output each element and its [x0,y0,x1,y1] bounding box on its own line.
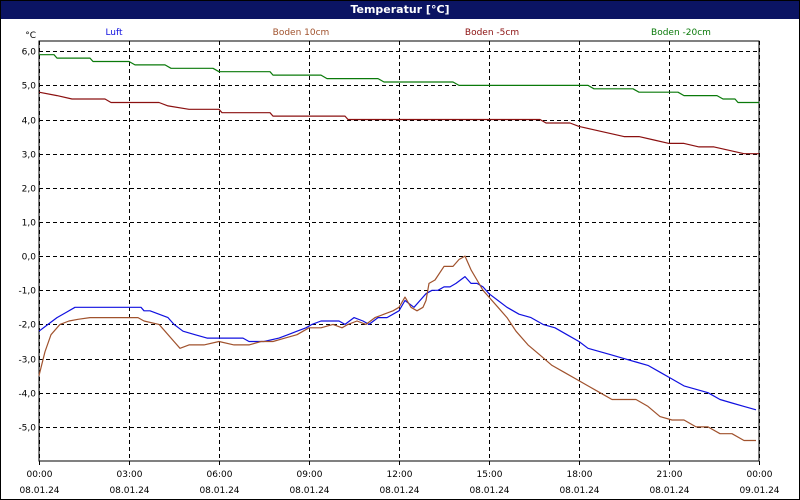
x-tick-time: 06:00 [207,470,233,480]
x-tick-time: 03:00 [117,470,143,480]
legend-entry: Boden 10cm [273,28,330,38]
y-tick-label: -4,0 [18,390,36,400]
y-tick-label: -3,0 [18,356,36,366]
series-line [38,91,759,155]
y-tick-label: 2,0 [22,185,37,195]
y-tick-label: -1,0 [18,287,36,297]
y-axis-unit: °C [25,31,36,41]
x-tick-time: 21:00 [657,470,683,480]
legend-entry: Boden -5cm [465,28,519,38]
x-tick-date: 08.01.24 [289,486,329,496]
y-tick-label: 1,0 [22,219,37,229]
x-tick-date: 08.01.24 [19,486,59,496]
y-tick-label: 5,0 [22,82,37,92]
y-tick-label: 6,0 [22,48,37,58]
x-tick-date: 09.01.24 [739,486,779,496]
x-tick-date: 08.01.24 [109,486,149,496]
y-tick-label: 3,0 [22,151,37,161]
x-tick-time: 12:00 [387,470,413,480]
y-tick-label: 0,0 [22,253,37,263]
x-tick-date: 08.01.24 [199,486,239,496]
x-tick-time: 00:00 [747,470,773,480]
x-tick-date: 08.01.24 [649,486,689,496]
x-tick-time: 15:00 [477,470,503,480]
x-tick-time: 00:00 [27,470,53,480]
y-tick-label: 4,0 [22,117,37,127]
x-tick-date: 08.01.24 [559,486,599,496]
y-tick-label: -5,0 [18,424,36,434]
series-line [39,54,759,104]
x-tick-time: 09:00 [297,470,323,480]
x-tick-date: 08.01.24 [469,486,509,496]
series-line [38,255,756,442]
y-tick-label: -2,0 [18,321,36,331]
legend-entry: Luft [105,28,123,38]
x-tick-date: 08.01.24 [379,486,419,496]
legend-entry: Boden -20cm [651,28,711,38]
series-line [38,276,757,411]
x-tick-time: 18:00 [567,470,593,480]
chart-title: Temperatur [°C] [1,1,799,19]
